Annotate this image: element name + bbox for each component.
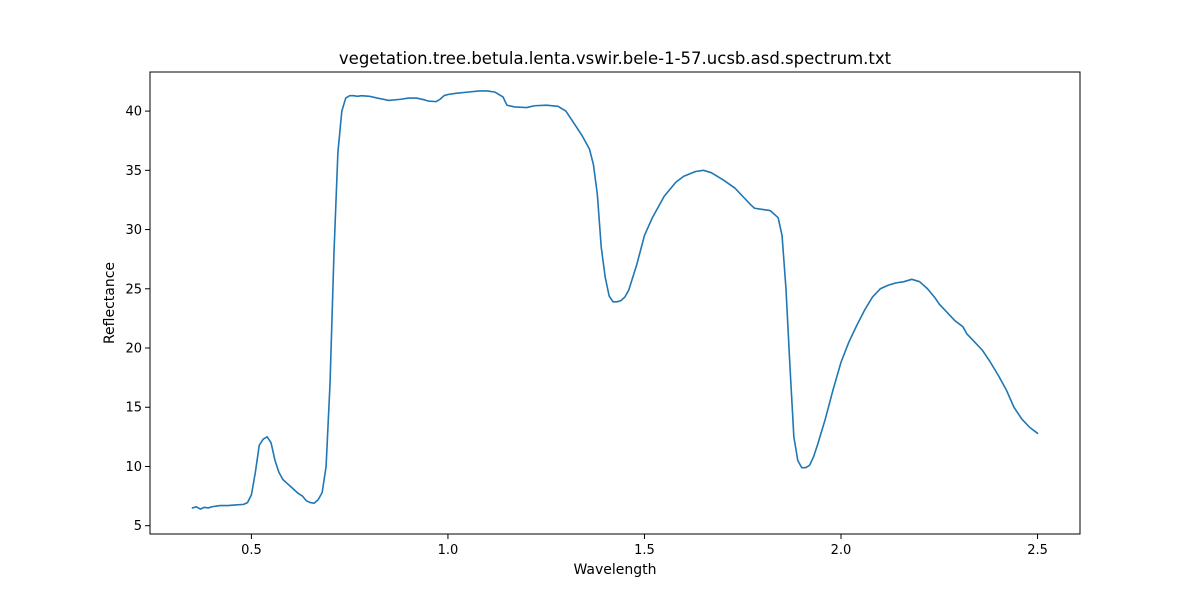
plot-area — [150, 72, 1080, 534]
y-tick-label: 15 — [125, 401, 142, 416]
y-tick-label: 20 — [125, 342, 142, 357]
series-layer — [191, 90, 1039, 510]
y-axis-label: Reflectance — [102, 262, 118, 344]
x-axis-ticks: 0.5 1.0 1.5 2.0 2.5 — [241, 534, 1048, 558]
y-tick-label: 30 — [125, 223, 142, 238]
x-tick-label: 1.5 — [634, 543, 655, 558]
y-tick-label: 25 — [125, 282, 142, 297]
y-tick-label: 40 — [125, 105, 142, 120]
chart-title: vegetation.tree.betula.lenta.vswir.bele-… — [339, 49, 892, 68]
plot-frame — [149, 71, 1081, 535]
y-tick-label: 5 — [134, 519, 142, 534]
x-tick-label: 1.0 — [438, 543, 459, 558]
y-axis-ticks: 5 10 15 20 25 30 35 40 — [125, 105, 150, 534]
x-axis-label: Wavelength — [573, 562, 656, 578]
x-tick-label: 0.5 — [241, 543, 262, 558]
y-tick-label: 10 — [125, 460, 142, 475]
spectrum-line — [191, 90, 1039, 510]
y-tick-label: 35 — [125, 164, 142, 179]
x-tick-label: 2.5 — [1027, 543, 1048, 558]
x-tick-label: 2.0 — [831, 543, 852, 558]
